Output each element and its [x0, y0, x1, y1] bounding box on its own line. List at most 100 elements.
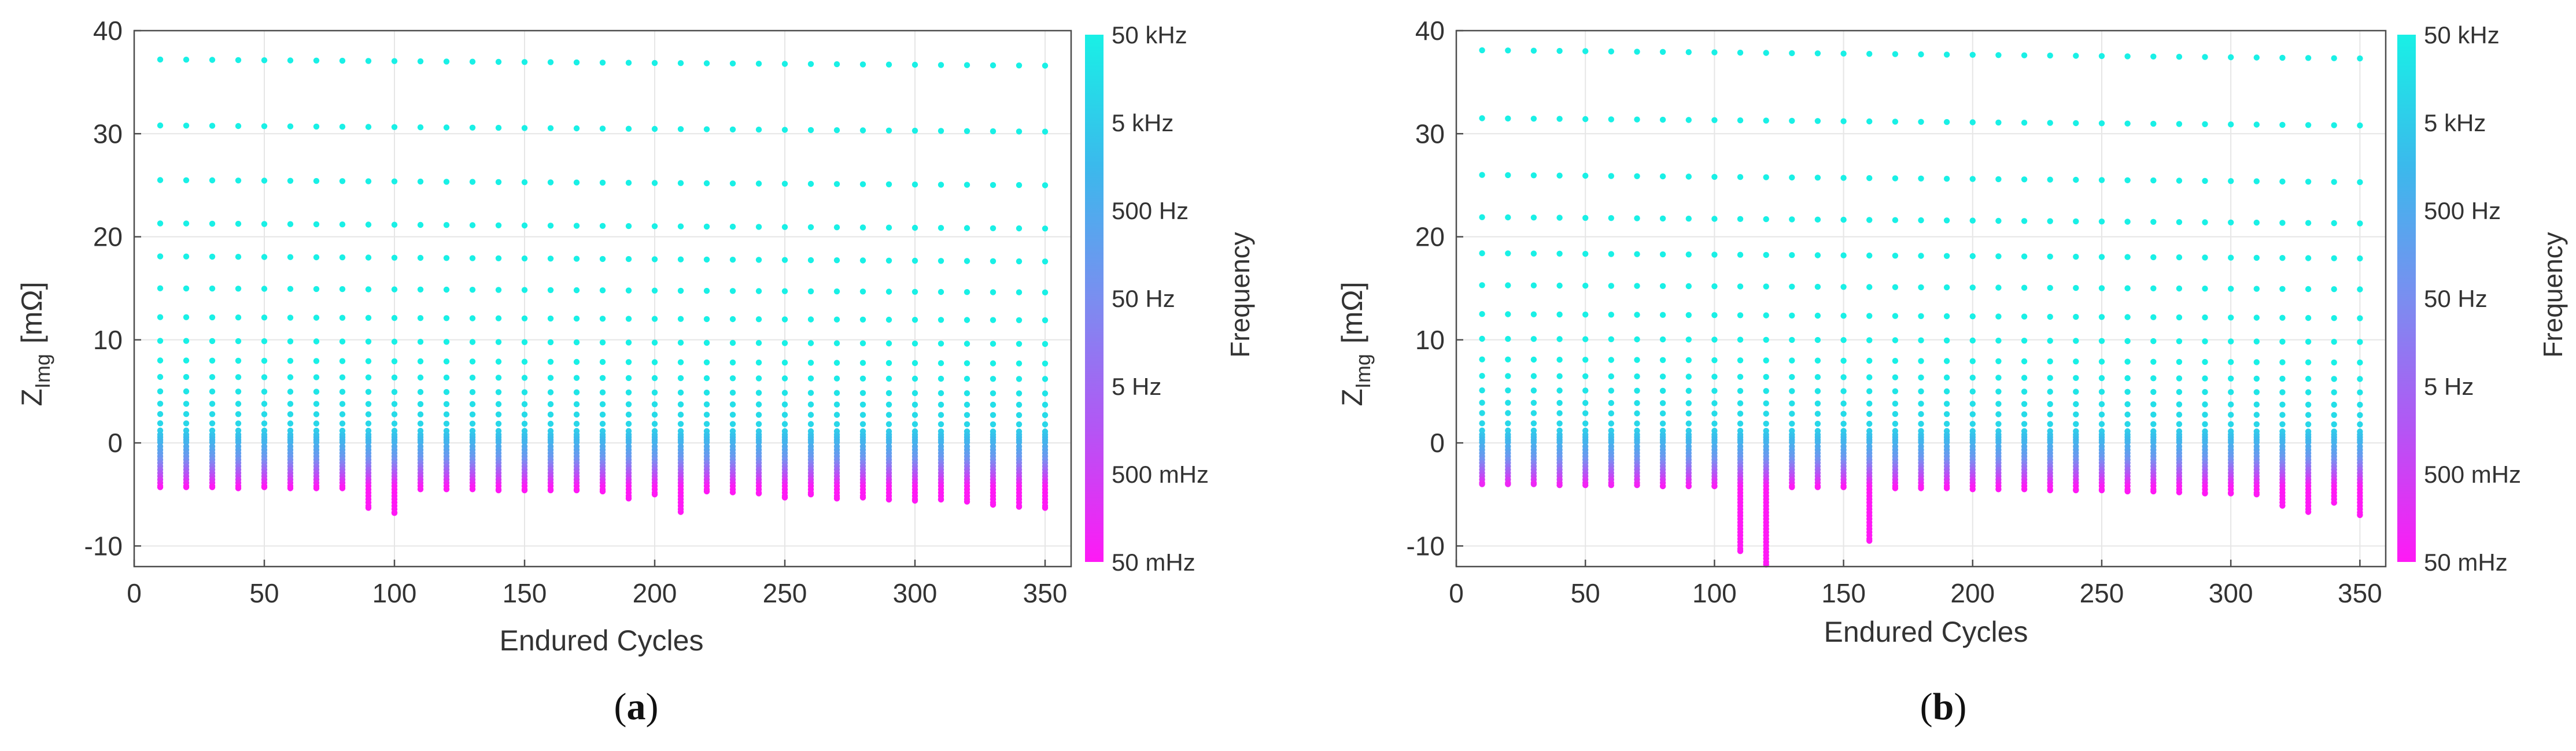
data-point — [391, 286, 398, 293]
data-point — [1634, 116, 1640, 123]
data-point — [781, 288, 788, 294]
data-point — [964, 62, 970, 68]
data-point — [157, 338, 164, 344]
data-point — [964, 128, 970, 134]
data-point — [1840, 420, 1847, 427]
data-point — [1711, 357, 1718, 364]
data-point — [1969, 421, 1976, 427]
data-point — [417, 221, 424, 228]
data-point — [2228, 490, 2234, 497]
colorbar-label: Frequency — [1225, 232, 1255, 357]
data-point — [1659, 483, 1666, 490]
data-point — [1789, 400, 1795, 406]
data-point — [1737, 312, 1744, 319]
data-point — [209, 357, 216, 364]
data-point — [2279, 54, 2286, 61]
data-point — [859, 181, 866, 187]
x-tick-label: 300 — [893, 578, 938, 608]
data-point — [2098, 314, 2105, 320]
data-point — [209, 389, 216, 395]
data-point — [1737, 357, 1744, 364]
data-point — [1042, 412, 1049, 419]
data-point — [2279, 286, 2286, 292]
data-point — [2124, 254, 2131, 260]
data-point — [1479, 335, 1485, 342]
data-point — [1814, 312, 1821, 319]
data-point — [339, 286, 346, 293]
plot-frame — [1455, 29, 2387, 568]
data-point — [807, 180, 814, 187]
data-point — [1505, 410, 1511, 416]
data-point — [833, 181, 840, 187]
data-point — [755, 390, 762, 396]
data-point — [573, 358, 580, 365]
data-point — [1711, 251, 1718, 258]
data-point — [1016, 421, 1023, 428]
data-point — [703, 359, 710, 365]
data-point — [573, 287, 580, 294]
data-point — [2305, 122, 2312, 128]
data-point — [2228, 286, 2234, 292]
data-point — [2357, 315, 2363, 321]
data-point — [2176, 375, 2183, 382]
data-point — [1479, 387, 1485, 394]
data-point — [1892, 337, 1899, 343]
data-point — [885, 390, 892, 397]
data-point — [1840, 374, 1847, 380]
data-point — [313, 420, 320, 427]
data-point — [157, 373, 164, 380]
data-point — [964, 225, 970, 231]
y-tick-label: 30 — [93, 119, 123, 149]
data-point — [235, 220, 242, 227]
data-point — [2228, 401, 2234, 408]
data-point — [1892, 253, 1899, 259]
data-point — [2098, 411, 2105, 418]
data-point — [1789, 336, 1795, 343]
data-point — [1995, 284, 2002, 291]
data-point — [313, 411, 320, 417]
data-point — [703, 316, 710, 323]
data-point — [2176, 338, 2183, 345]
data-points — [1479, 47, 2363, 568]
data-point — [1556, 172, 1563, 179]
data-point — [599, 339, 606, 346]
x-tick-label: 100 — [1692, 578, 1737, 608]
data-point — [1969, 337, 1976, 344]
data-point — [2073, 338, 2079, 344]
data-point — [2021, 284, 2028, 291]
data-point — [2150, 389, 2157, 395]
data-point — [651, 223, 658, 230]
data-point — [1892, 374, 1899, 380]
data-point — [1711, 373, 1718, 380]
data-point — [1608, 283, 1614, 289]
data-point — [1042, 258, 1049, 265]
data-point — [469, 58, 476, 65]
data-point — [1608, 116, 1614, 123]
data-point — [781, 421, 788, 427]
data-point — [1918, 411, 1924, 417]
data-point — [443, 389, 450, 395]
data-point — [2228, 315, 2234, 321]
x-tick-label: 100 — [372, 578, 417, 608]
data-point — [1763, 312, 1769, 319]
data-point — [2253, 401, 2260, 408]
data-point — [1866, 51, 1873, 57]
panel-caption-a: (a) — [614, 686, 659, 728]
data-point — [964, 341, 970, 347]
data-point — [1042, 317, 1049, 324]
data-point — [2279, 502, 2286, 509]
data-point — [859, 316, 866, 323]
data-point — [885, 496, 892, 503]
data-point — [1479, 311, 1485, 317]
data-point — [911, 288, 918, 295]
data-point — [1995, 119, 2002, 126]
data-point — [391, 510, 398, 516]
data-point — [1763, 216, 1769, 223]
x-axis-label: Endured Cycles — [1824, 616, 2028, 648]
colorbar-tick-label: 50 mHz — [1112, 549, 1195, 576]
data-point — [2073, 358, 2079, 365]
data-point — [2150, 177, 2157, 184]
data-point — [1918, 420, 1924, 427]
chart-panel-a: ZImg[mΩ] Endured Cycles Frequency 0 50 100… — [16, 16, 1255, 657]
data-point — [573, 59, 580, 66]
